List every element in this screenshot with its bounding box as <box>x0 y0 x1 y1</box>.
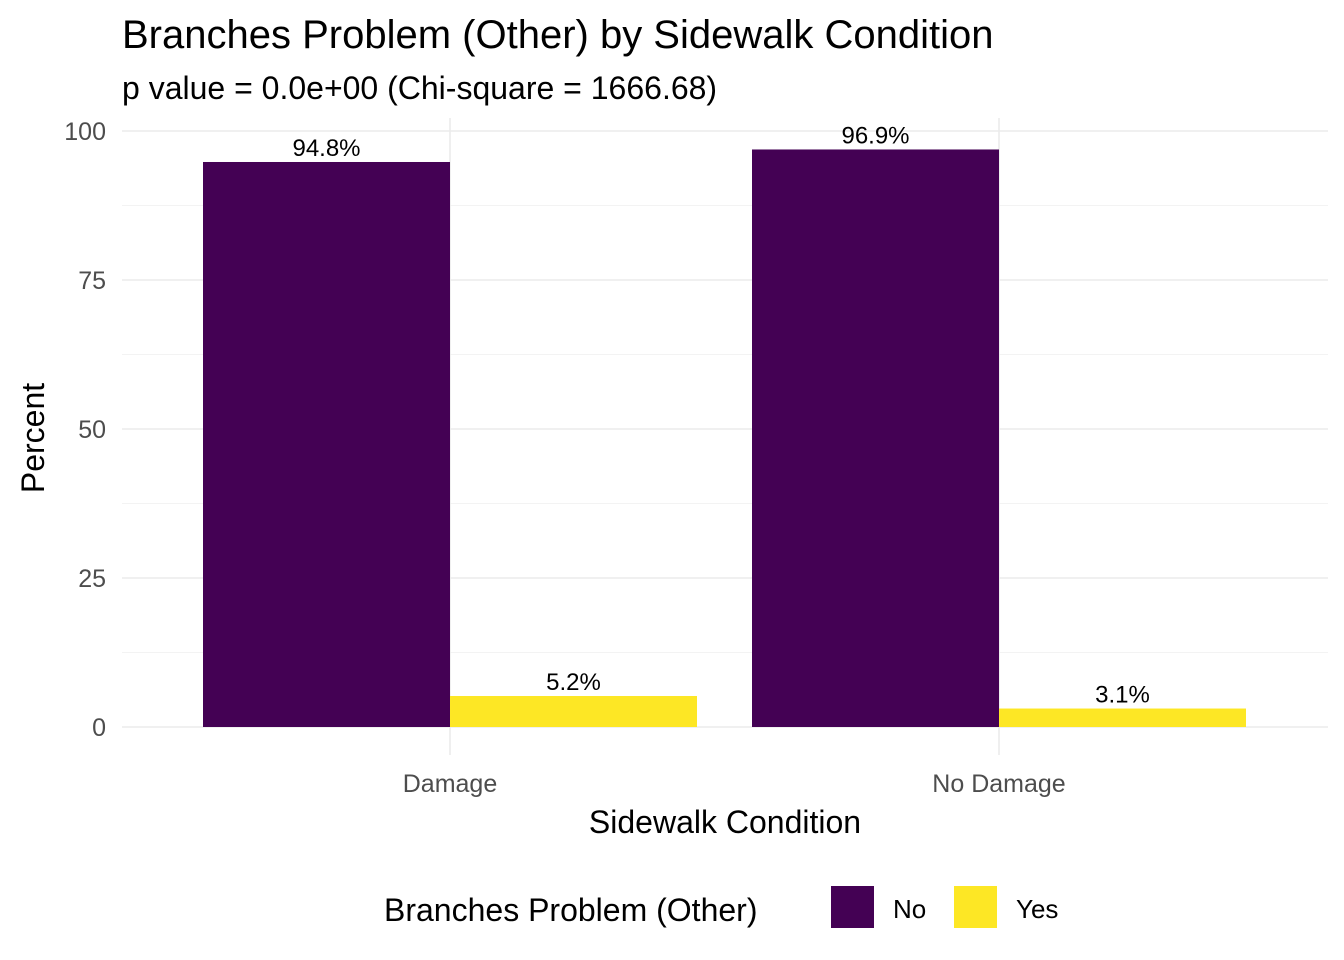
bar-yes-0 <box>450 696 697 727</box>
legend-item-label: Yes <box>1016 894 1058 924</box>
legend-item-label: No <box>893 894 926 924</box>
y-axis-ticks: 0 25 50 75 100 <box>64 118 106 742</box>
chart-subtitle: p value = 0.0e+00 (Chi-square = 1666.68) <box>122 70 717 106</box>
y-tick-label: 100 <box>64 118 106 146</box>
x-axis-ticks: Damage No Damage <box>403 770 1066 798</box>
y-axis-label: Percent <box>15 383 51 493</box>
y-tick-label: 25 <box>78 565 106 593</box>
data-label: 5.2% <box>546 669 601 696</box>
chart-title: Branches Problem (Other) by Sidewalk Con… <box>122 13 994 57</box>
bar-no-0 <box>203 161 450 727</box>
data-labels: 94.8% 96.9% 5.2% 3.1% <box>292 122 1149 708</box>
y-tick-label: 50 <box>78 416 106 444</box>
y-tick-label: 75 <box>78 267 106 295</box>
legend-key-yes <box>954 886 997 928</box>
x-tick-label: Damage <box>403 770 498 798</box>
data-label: 96.9% <box>841 122 909 149</box>
y-tick-label: 0 <box>92 714 106 742</box>
data-label: 3.1% <box>1095 682 1150 709</box>
bar-no-1 <box>752 149 999 727</box>
x-axis-label: Sidewalk Condition <box>589 804 861 840</box>
bar-yes-1 <box>999 708 1246 727</box>
legend-key-no <box>831 886 874 928</box>
data-label: 94.8% <box>292 135 360 162</box>
bars <box>203 149 1246 727</box>
legend: Branches Problem (Other) No Yes <box>384 886 1058 928</box>
x-tick-label: No Damage <box>932 770 1065 798</box>
legend-title: Branches Problem (Other) <box>384 892 757 928</box>
